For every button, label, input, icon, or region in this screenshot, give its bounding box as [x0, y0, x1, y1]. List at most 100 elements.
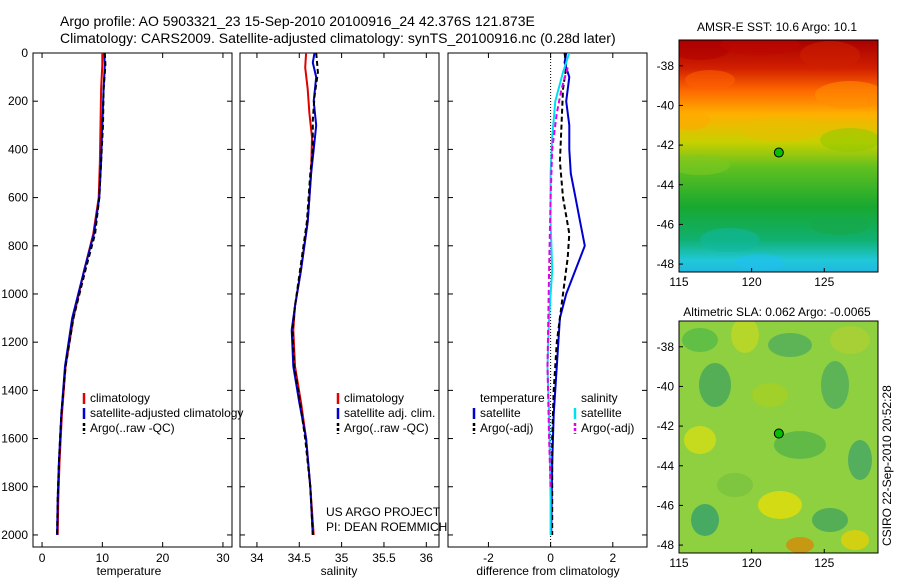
x-tick-label: 0	[547, 551, 554, 565]
sla-texture	[691, 504, 719, 536]
sst-texture	[810, 215, 870, 235]
map-y-tick-label: -46	[657, 217, 675, 231]
sst-map-frame	[678, 39, 879, 273]
x-tick-label: 35.5	[372, 551, 396, 565]
series-line-temperature-argo-adj	[551, 53, 571, 535]
map-y-tick-label: -40	[657, 379, 675, 393]
map-y-tick-label: -38	[657, 340, 675, 354]
x-tick-label: 34.5	[288, 551, 312, 565]
map-y-tick-label: -48	[657, 538, 675, 552]
map-y-tick-label: -44	[657, 459, 675, 473]
x-tick-label: 30	[216, 551, 230, 565]
figure-title-line1: Argo profile: AO 5903321_23 15-Sep-2010 …	[60, 13, 535, 29]
map-x-tick-label: 115	[669, 556, 688, 570]
map-x-tick-label: 115	[669, 275, 688, 289]
sla-texture	[684, 426, 716, 454]
legend-label: Argo(-adj)	[581, 421, 634, 435]
map-y-tick-label: -46	[657, 498, 675, 512]
x-tick-label: 20	[156, 551, 170, 565]
salinity-panel: 34 34.5 35 35.5 36 salinity climatologysatel…	[239, 52, 447, 578]
legend-label: Argo(..raw -QC)	[344, 421, 429, 435]
sst-texture	[700, 228, 760, 252]
x-tick-label: 0	[39, 551, 46, 565]
sla-texture	[752, 383, 788, 407]
pi-credit: PI: DEAN ROEMMICH	[326, 520, 447, 534]
x-tick-label: 2	[609, 551, 616, 565]
sla-texture	[682, 328, 718, 352]
y-tick-label: 1800	[1, 480, 28, 494]
salinity-axis-label: salinity	[321, 564, 358, 578]
legend-label: satellite	[581, 406, 622, 420]
sst-texture	[740, 118, 820, 142]
sst-texture	[720, 40, 800, 55]
legend-label: satellite	[480, 406, 521, 420]
sla-map-frame	[678, 320, 879, 554]
legend-label: Argo(-adj)	[480, 421, 533, 435]
series-line-temperature-satellite	[550, 53, 586, 536]
map-y-tick-label: -38	[657, 59, 675, 73]
legend-label: satellite adj. clim.	[344, 406, 435, 420]
sla-texture	[717, 473, 753, 497]
y-tick-label: 0	[21, 46, 28, 60]
y-tick-label: 600	[8, 191, 28, 205]
sst-texture	[815, 81, 878, 109]
argo-position-marker	[773, 428, 784, 439]
sst-map-panel: AMSR-E SST: 10.6 Argo: 10.1 115 120 125 -38…	[657, 20, 879, 289]
x-tick-label: 10	[96, 551, 110, 565]
timestamp-stamp: CSIRO 22-Sep-2010 20:52:28	[880, 385, 894, 546]
difference-axes-frame	[447, 52, 648, 548]
sla-texture	[731, 321, 759, 353]
map-y-tick-label: -48	[657, 257, 675, 271]
legend-label: climatology	[344, 391, 404, 405]
sla-texture	[768, 333, 812, 357]
map-x-tick-label: 125	[814, 275, 834, 289]
y-tick-label: 800	[8, 239, 28, 253]
sst-texture	[800, 41, 860, 69]
sla-texture	[774, 431, 826, 459]
sst-texture	[685, 70, 735, 90]
salinity-axes-frame	[239, 52, 440, 548]
legend-group-title: salinity	[581, 391, 618, 405]
map-y-tick-label: -44	[657, 178, 675, 192]
x-tick-label: 36	[420, 551, 434, 565]
series-line-argo-raw-qc	[56, 53, 107, 536]
argo-position-marker	[773, 147, 784, 158]
figure-title-line2: Climatology: CARS2009. Satellite-adjuste…	[60, 30, 616, 46]
map-x-tick-label: 120	[742, 275, 762, 289]
map-x-tick-label: 120	[742, 556, 762, 570]
sla-texture	[821, 361, 849, 409]
sla-texture	[758, 491, 802, 519]
difference-axis-label: difference from climatology	[476, 564, 619, 578]
difference-panel: -2 0 2 difference from climatology tempera…	[447, 52, 648, 578]
y-tick-label: 1200	[1, 335, 28, 349]
series-line-salinity-argo-adj	[546, 67, 569, 487]
series-line-satellite-adjusted-climatology	[56, 53, 106, 536]
map-x-tick-label: 125	[814, 556, 834, 570]
map-y-tick-label: -42	[657, 419, 675, 433]
sla-texture	[812, 508, 848, 532]
temperature-axis-label: temperature	[97, 564, 162, 578]
sst-map-title: AMSR-E SST: 10.6 Argo: 10.1	[697, 20, 857, 34]
map-y-tick-label: -42	[657, 138, 675, 152]
sst-texture	[679, 40, 730, 60]
temperature-axes-frame	[32, 52, 233, 548]
sst-texture	[820, 128, 878, 152]
sst-texture	[679, 155, 730, 175]
project-credit: US ARGO PROJECT	[326, 505, 441, 519]
y-tick-label: 400	[8, 142, 28, 156]
legend-group-title: temperature	[480, 391, 545, 405]
sla-texture	[848, 440, 872, 480]
legend-label: Argo(..raw -QC)	[90, 421, 175, 435]
y-tick-label: 2000	[1, 528, 28, 542]
series-line-argo-raw-qc	[291, 53, 319, 536]
x-tick-label: -2	[483, 551, 494, 565]
sla-texture	[830, 326, 870, 354]
sla-texture	[841, 530, 869, 550]
x-tick-label: 35	[335, 551, 349, 565]
temperature-panel: 0 10 20 30 0 200 400 600 800 1000 1200 1400 1600 1800…	[1, 46, 243, 578]
y-tick-label: 1600	[1, 432, 28, 446]
x-tick-label: 34	[250, 551, 264, 565]
sst-texture	[679, 110, 710, 130]
